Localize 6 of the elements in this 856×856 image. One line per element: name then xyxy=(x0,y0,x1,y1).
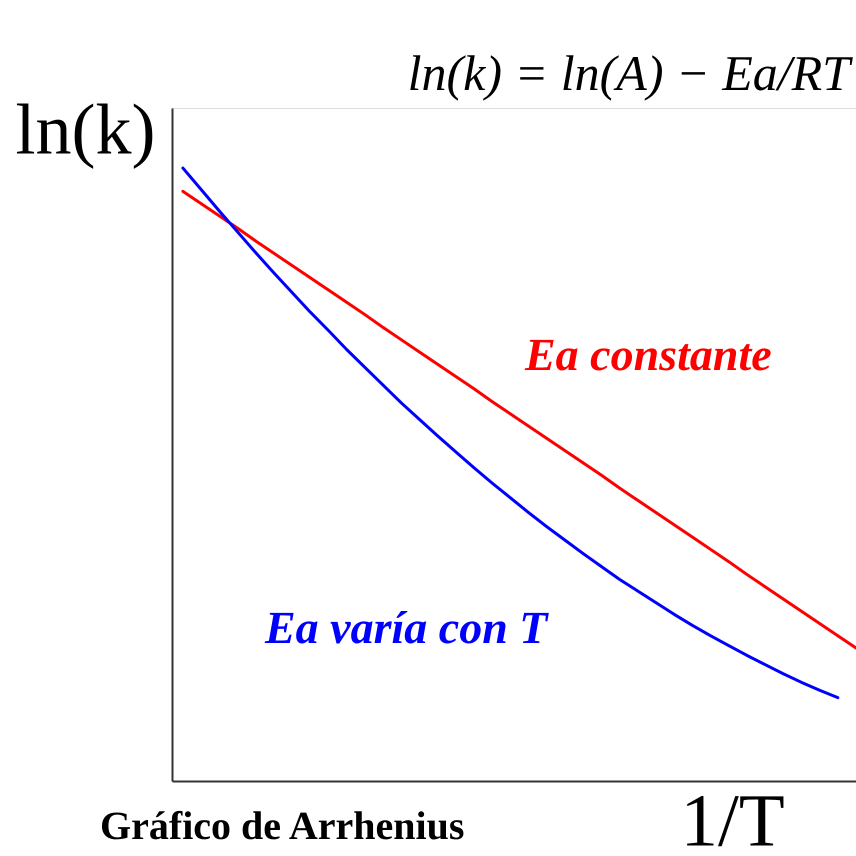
series-label: Ea constante xyxy=(524,329,772,380)
series-label: Ea varía con T xyxy=(264,602,550,653)
y-axis-title: ln(k) xyxy=(16,90,156,170)
text: Gráfico de Arrhenius xyxy=(100,803,464,848)
x-axis-title: 1/T xyxy=(680,780,785,856)
text: ln(k) = ln(A) − Ea/RT xyxy=(408,45,854,101)
